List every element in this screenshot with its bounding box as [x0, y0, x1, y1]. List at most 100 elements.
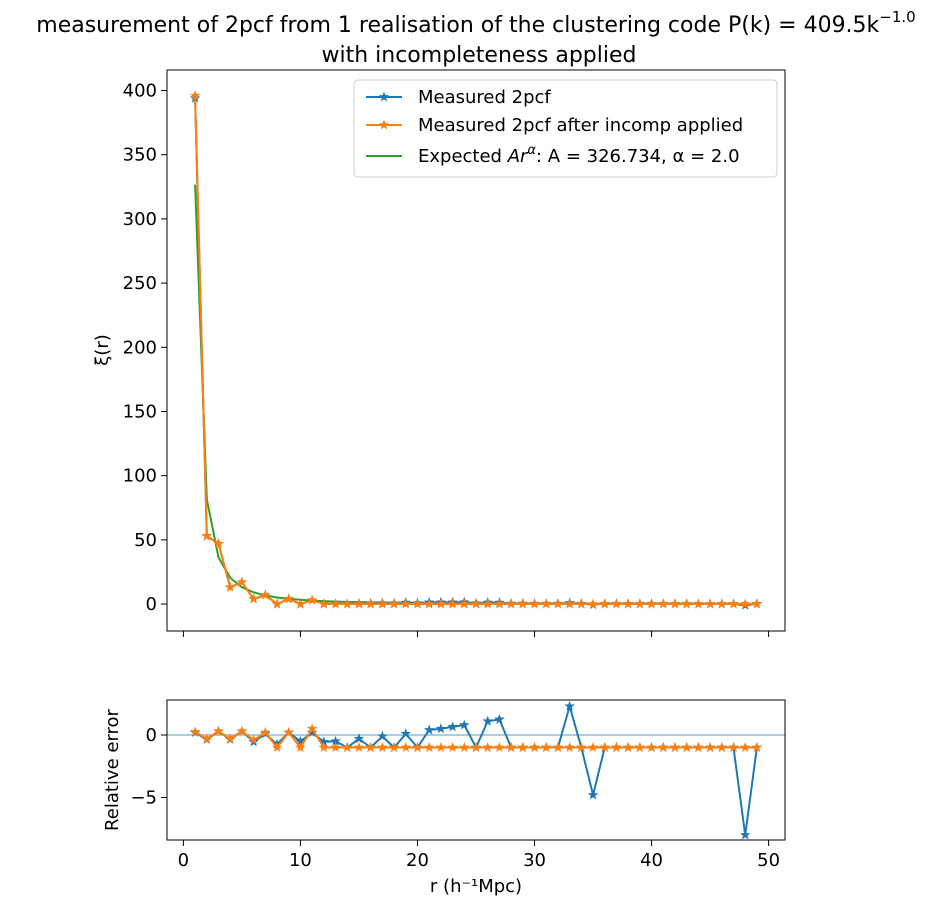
data-point: [318, 742, 330, 752]
data-point: [576, 742, 587, 752]
bottom-series-0: [189, 700, 763, 840]
data-point: [295, 598, 306, 609]
data-point: [224, 581, 236, 592]
data-point: [236, 576, 248, 587]
data-point: [365, 742, 376, 752]
bottom-panel: 0 −5 0 10 20 30 40 50 Relative error r (h⁻¹Mpc): [102, 699, 786, 897]
data-point: [611, 598, 622, 609]
data-point: [728, 742, 739, 752]
data-point: [189, 726, 201, 737]
bottom-y-tick-label: −5: [130, 788, 157, 809]
data-point: [248, 593, 259, 604]
bottom-series-1: [189, 723, 763, 752]
data-point: [330, 742, 341, 752]
bottom-axes: 0 −5 0 10 20 30 40 50: [130, 725, 780, 871]
data-point: [201, 733, 213, 744]
data-point: [459, 598, 470, 609]
top-axes: 0 50 100 150 200 250 300 350 400: [123, 81, 770, 637]
data-point: [377, 742, 388, 752]
data-point: [681, 742, 692, 752]
data-point: [704, 598, 716, 609]
top-series-1: [189, 90, 763, 609]
data-point: [587, 742, 599, 752]
data-point: [365, 598, 376, 609]
data-point: [423, 598, 435, 609]
top-y-tick-label: 50: [134, 530, 157, 551]
data-point: [564, 598, 575, 609]
data-point: [224, 733, 236, 744]
data-point: [494, 713, 505, 724]
data-point: [201, 530, 213, 541]
data-point: [447, 742, 458, 752]
data-point: [318, 598, 330, 609]
data-point: [505, 598, 517, 609]
data-point: [260, 727, 271, 737]
data-point: [739, 742, 751, 752]
data-point: [400, 728, 411, 739]
x-axis-label: r (h⁻¹Mpc): [430, 876, 522, 897]
data-point: [435, 723, 447, 734]
data-point: [353, 598, 365, 609]
data-point: [412, 742, 423, 752]
data-point: [435, 598, 447, 609]
data-point: [306, 723, 318, 734]
data-point: [634, 742, 646, 752]
data-point: [576, 598, 587, 609]
legend: Measured 2pcf Measured 2pcf after incomp…: [353, 79, 778, 178]
data-point: [552, 742, 564, 752]
x-tick-label: 30: [523, 850, 546, 871]
data-point: [423, 742, 435, 752]
data-point: [728, 598, 739, 609]
data-point: [295, 742, 306, 752]
x-tick-label: 0: [178, 850, 189, 871]
data-point: [517, 598, 529, 609]
data-point: [353, 742, 365, 752]
data-point: [248, 734, 259, 745]
data-point: [459, 719, 470, 730]
data-point: [611, 742, 622, 752]
legend-swatch-marker: [378, 119, 390, 130]
data-point: [306, 727, 318, 737]
data-point: [693, 598, 704, 609]
data-point: [693, 742, 704, 752]
data-point: [318, 736, 330, 747]
data-point: [447, 598, 458, 609]
data-point: [646, 598, 657, 609]
chart-title: measurement of 2pcf from 1 realisation o…: [36, 8, 915, 38]
data-point: [306, 594, 318, 605]
x-tick-label: 10: [289, 850, 312, 871]
data-point: [669, 598, 681, 609]
data-point: [751, 742, 763, 752]
bottom-series-layer: [167, 700, 785, 840]
data-point: [236, 725, 248, 736]
top-series-2: [194, 184, 757, 605]
data-point: [646, 742, 657, 752]
data-point: [388, 742, 400, 752]
top-y-axis-label: ξ(r): [92, 334, 113, 365]
data-point: [400, 742, 411, 752]
bottom-plot-frame: [166, 699, 786, 841]
legend-frame: [353, 79, 778, 178]
data-point: [283, 727, 294, 737]
legend-entry-incomp: Measured 2pcf after incomp applied: [418, 115, 743, 136]
data-point: [541, 598, 552, 609]
data-point: [739, 829, 751, 840]
top-y-tick-label: 100: [123, 466, 157, 487]
top-panel: 0 50 100 150 200 250 300 350 400 ξ(r) Measured 2…: [92, 69, 786, 637]
chart-title-line2: with incompleteness applied: [321, 43, 636, 68]
data-point: [342, 598, 353, 609]
top-y-tick-label: 150: [123, 401, 157, 422]
data-point: [716, 742, 728, 752]
data-point: [622, 742, 634, 752]
data-point: [658, 742, 669, 752]
data-point: [529, 598, 540, 609]
data-point: [260, 589, 271, 600]
legend-swatches: [366, 91, 402, 157]
data-point: [459, 742, 470, 752]
data-point: [330, 735, 341, 746]
data-point: [564, 742, 575, 752]
data-point: [622, 598, 634, 609]
data-point: [470, 742, 482, 752]
data-point: [564, 700, 575, 711]
top-y-tick-label: 200: [123, 337, 157, 358]
